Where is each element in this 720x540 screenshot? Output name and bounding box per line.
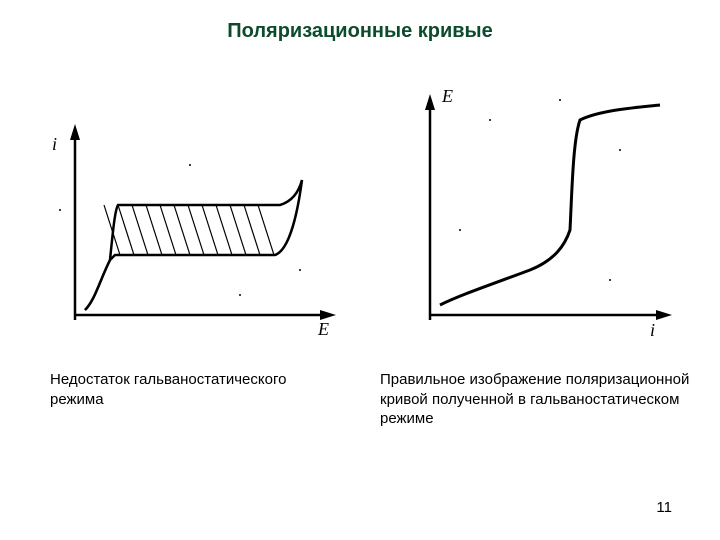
hatch-line [132,205,148,255]
left-caption: Недостаток гальваностатического режима [50,370,290,409]
page-number: 11 [656,499,672,516]
left-y-arrow [70,124,80,140]
speck [609,279,611,281]
left-hatch-region [104,205,274,255]
right-s-curve [440,105,660,305]
slide-root: Поляризационные кривые i E [0,0,720,540]
speck [189,164,191,166]
speck [239,294,241,296]
right-caption: Правильное изображение поляризационной к… [380,370,690,429]
hatch-line [188,205,204,255]
hatch-line [146,205,162,255]
left-y-label: i [52,134,57,154]
hatch-line [202,205,218,255]
hatch-line [118,205,134,255]
hatch-line [160,205,176,255]
speck [559,99,561,101]
left-high-curve [85,180,302,310]
right-x-label: i [650,320,655,340]
left-x-label: E [317,319,329,339]
speck [664,314,667,317]
hatch-line [244,205,260,255]
speck [489,119,491,121]
slide-title: Поляризационные кривые [0,20,720,43]
right-chart: E i [400,80,680,340]
speck [459,229,461,231]
right-y-arrow [425,94,435,110]
hatch-line [216,205,232,255]
left-low-curve [85,180,302,310]
left-chart: i E [40,110,340,340]
speck [59,209,61,211]
right-y-label: E [441,86,453,106]
hatch-line [174,205,190,255]
hatch-line [230,205,246,255]
speck [619,149,621,151]
hatch-line [258,205,274,255]
speck [299,269,301,271]
